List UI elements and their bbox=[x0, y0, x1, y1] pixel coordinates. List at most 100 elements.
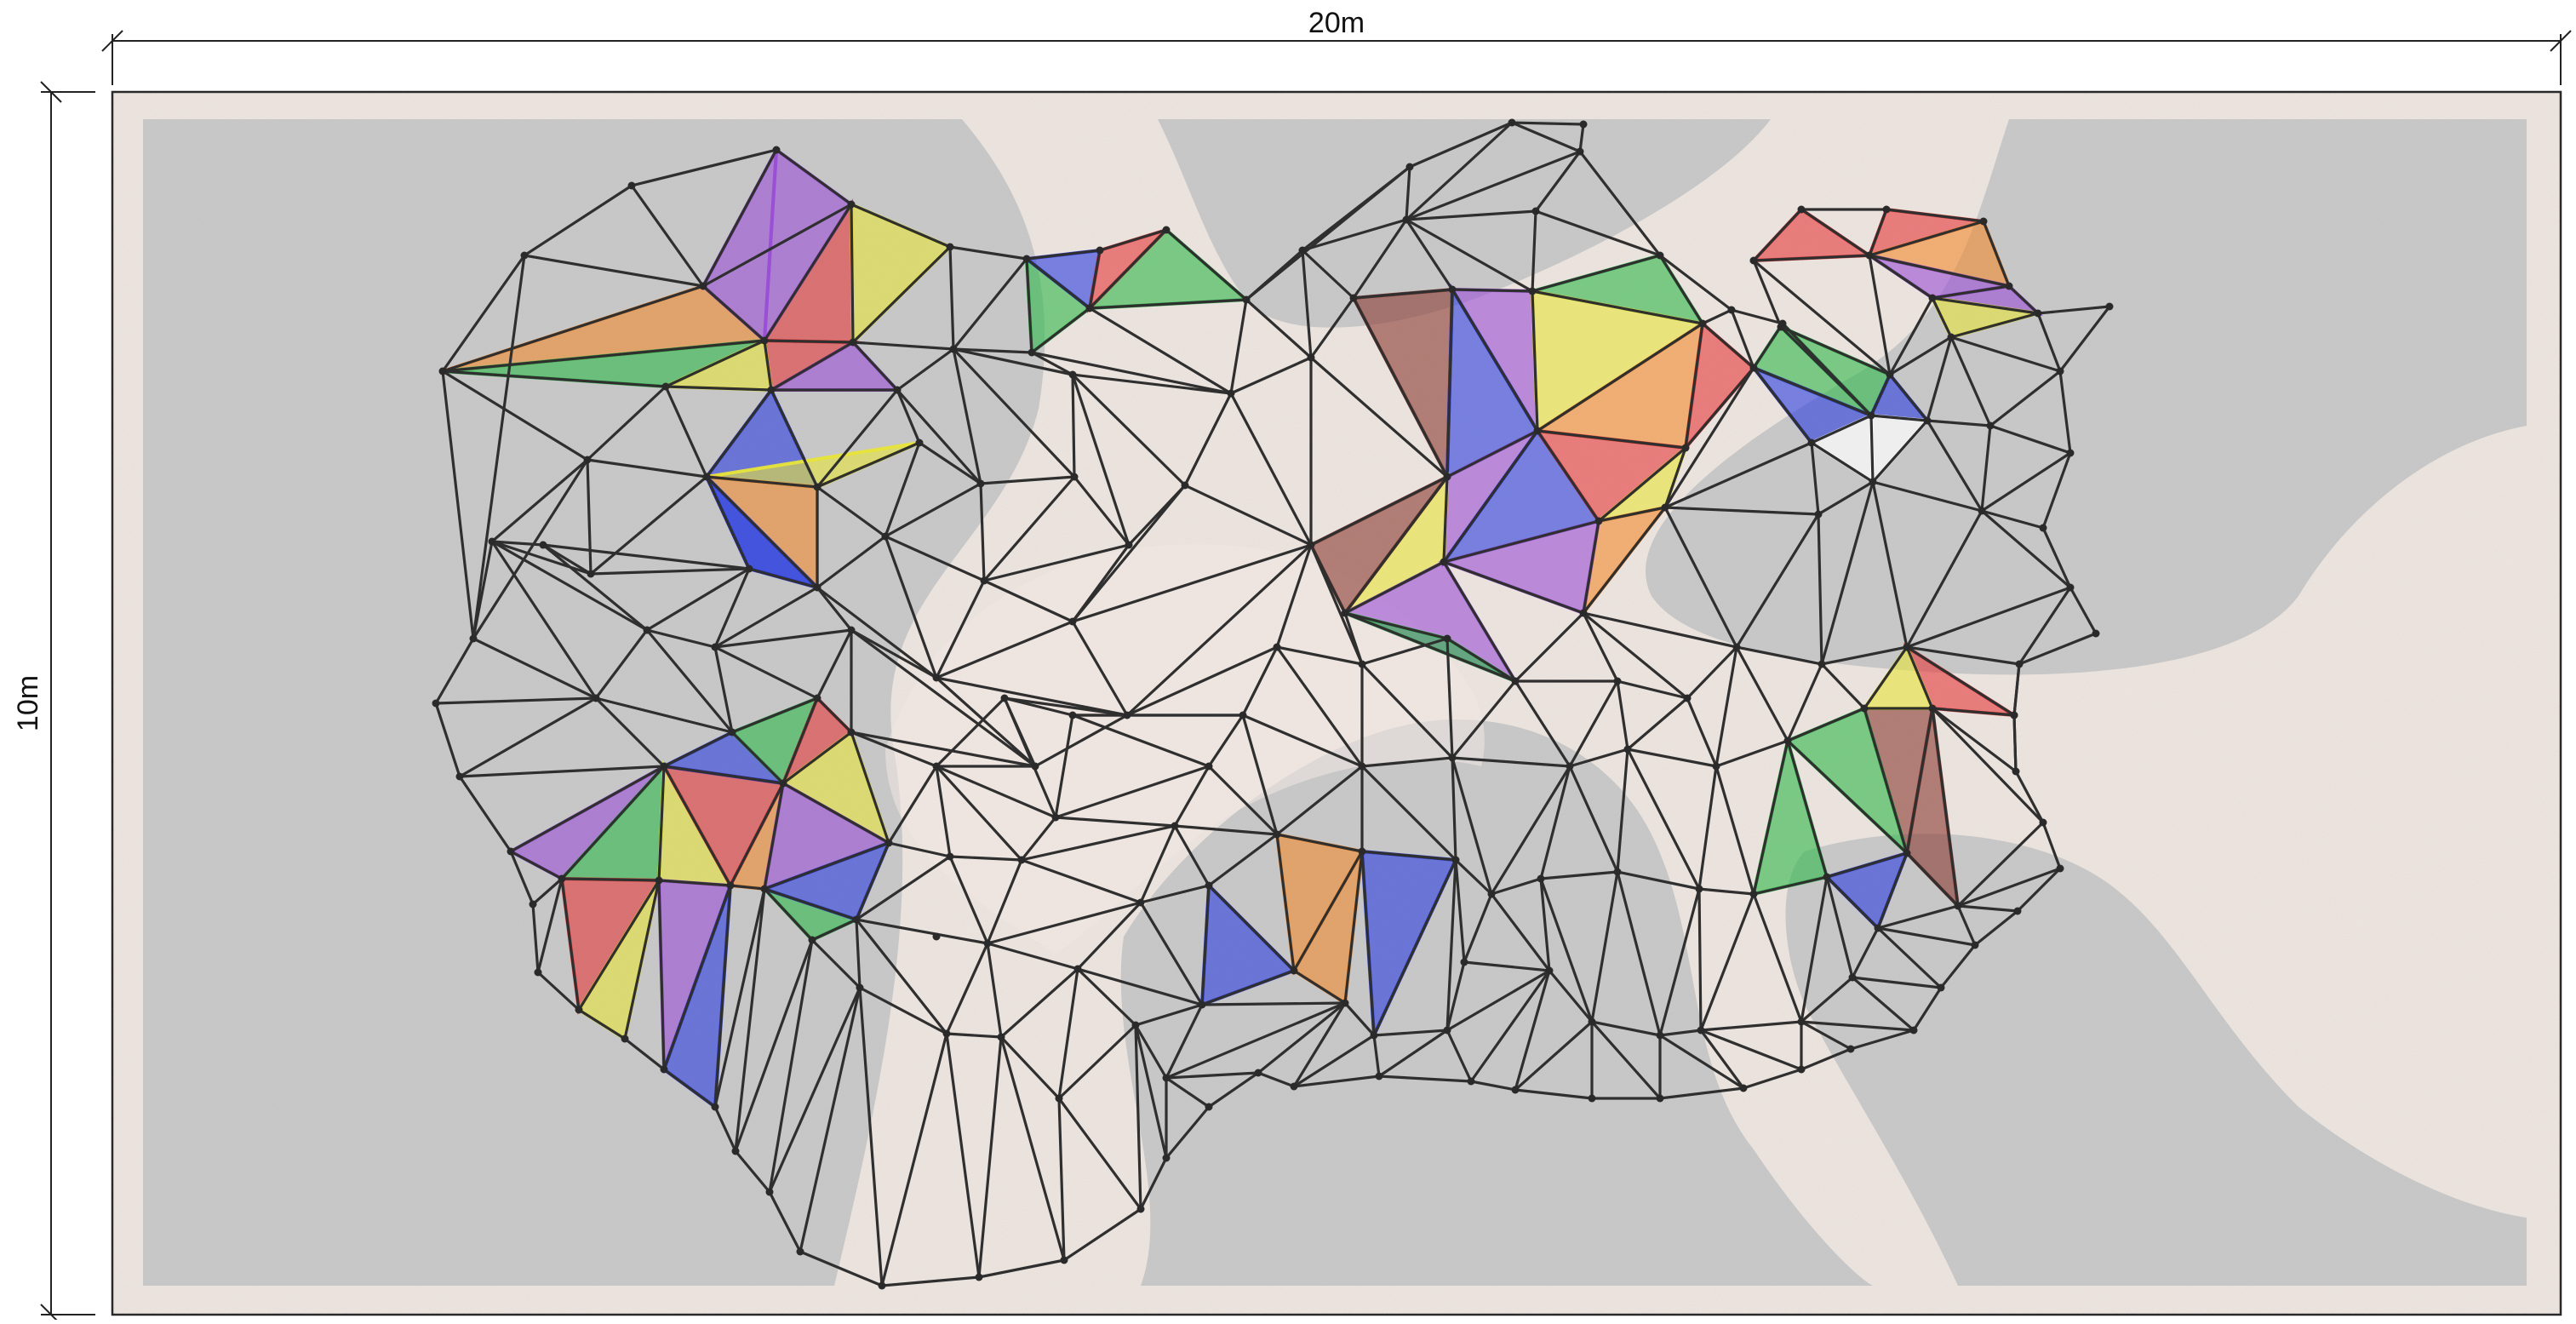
cable-edge bbox=[1949, 335, 2062, 373]
cable-node bbox=[1613, 868, 1622, 876]
width-label: 20m bbox=[1308, 7, 1365, 39]
cable-edge bbox=[472, 458, 589, 640]
cable-edge bbox=[1229, 356, 1313, 395]
cable-edge bbox=[730, 696, 819, 734]
cable-edge bbox=[1360, 765, 1457, 862]
cable-edge bbox=[945, 942, 989, 1035]
cable-node bbox=[558, 874, 566, 883]
width-dimension-slash-left bbox=[101, 30, 123, 52]
cable-edge bbox=[1658, 1029, 1703, 1037]
height-label: 10m bbox=[12, 675, 44, 731]
cable-node bbox=[813, 483, 821, 491]
cable-node bbox=[767, 386, 776, 394]
cable-node bbox=[728, 728, 736, 737]
cable-edge bbox=[1820, 645, 1909, 666]
cable-node bbox=[1254, 1069, 1262, 1077]
cable-node bbox=[1181, 481, 1189, 490]
cable-edge bbox=[1534, 150, 1582, 213]
cable-edge bbox=[1871, 480, 1984, 513]
cable-node bbox=[1807, 438, 1816, 447]
cable-edge bbox=[531, 877, 564, 906]
cable-edge bbox=[1125, 645, 1279, 717]
cable-edge bbox=[490, 458, 589, 543]
cable-edge bbox=[1088, 228, 1168, 310]
cable-edge bbox=[887, 765, 938, 845]
cable-node bbox=[1096, 246, 1104, 255]
cable-edge bbox=[1863, 645, 1909, 710]
cable-edge bbox=[1134, 1023, 1142, 1211]
cable-edge bbox=[2041, 821, 2062, 870]
cable-edge bbox=[1030, 307, 1091, 354]
cable-edge bbox=[2041, 451, 2072, 530]
cable-edge bbox=[662, 884, 732, 1071]
cable-edge bbox=[1033, 714, 1129, 768]
cable-edge bbox=[729, 782, 785, 887]
cable-node bbox=[1656, 1094, 1664, 1103]
cable-edge bbox=[1445, 288, 1454, 479]
cable-edge bbox=[1514, 1020, 1594, 1092]
cable-node bbox=[1579, 609, 1588, 617]
cable-edge bbox=[1301, 249, 1355, 300]
cable-edge bbox=[1003, 696, 1129, 717]
cable-edge bbox=[1582, 506, 1667, 615]
cable-edge bbox=[734, 887, 766, 1153]
cable-node bbox=[1443, 473, 1451, 481]
cable-edge bbox=[1292, 850, 1364, 972]
cable-edge bbox=[1442, 429, 1539, 564]
cable-node bbox=[1818, 660, 1826, 668]
cable-edge bbox=[1445, 637, 1517, 683]
cable-edge bbox=[1616, 870, 1701, 891]
cable-edge bbox=[1714, 765, 1755, 896]
cable-node bbox=[661, 382, 670, 391]
cable-edge bbox=[1309, 296, 1355, 359]
cable-edge bbox=[896, 347, 955, 392]
cable-edge bbox=[1454, 858, 1493, 896]
cable-edge bbox=[1697, 887, 1703, 1032]
cable-edge bbox=[586, 385, 667, 461]
cable-edge bbox=[816, 696, 853, 734]
cable-node bbox=[1623, 745, 1632, 754]
cable-edge bbox=[1451, 756, 1457, 862]
cable-edge bbox=[701, 284, 766, 342]
cable-edge bbox=[1779, 325, 1873, 417]
cable-edge bbox=[441, 284, 705, 373]
cable-edge bbox=[490, 540, 598, 700]
cable-edge bbox=[458, 696, 598, 778]
cable-edge bbox=[884, 535, 986, 582]
cable-node bbox=[1860, 704, 1869, 713]
cable-edge bbox=[952, 347, 982, 485]
cable-node bbox=[660, 762, 668, 771]
cable-edge bbox=[858, 986, 948, 1035]
cable-edge bbox=[1699, 892, 1755, 1032]
cable-edge bbox=[1309, 543, 1364, 666]
cable-edge bbox=[1442, 519, 1600, 564]
cable-edge bbox=[1309, 356, 1449, 479]
cable-edge bbox=[979, 482, 986, 582]
cable-edge bbox=[630, 148, 778, 187]
cable-edge bbox=[1684, 322, 1704, 450]
cable-edge bbox=[1849, 1029, 1915, 1051]
cable-node bbox=[699, 282, 707, 290]
cable-edge bbox=[1825, 875, 1880, 930]
cable-node bbox=[1358, 660, 1366, 668]
cable-edge bbox=[1926, 419, 1992, 427]
cable-edge bbox=[763, 339, 855, 344]
cable-edge bbox=[1905, 851, 1960, 908]
cable-edge bbox=[884, 441, 921, 538]
cable-edge bbox=[1183, 484, 1313, 547]
cable-edge bbox=[1851, 976, 1915, 1032]
cable-edge bbox=[986, 858, 1023, 945]
cable-edge bbox=[1616, 679, 1629, 751]
cable-edge bbox=[1405, 218, 1534, 293]
cable-edge bbox=[1245, 298, 1313, 359]
cable-edge bbox=[1275, 833, 1364, 853]
cable-edge bbox=[1445, 858, 1457, 1032]
cable-edge bbox=[1257, 1071, 1296, 1088]
cable-edge bbox=[1229, 298, 1248, 395]
cable-edge bbox=[560, 877, 581, 1012]
cable-edge bbox=[441, 370, 589, 461]
cable-edge bbox=[1752, 366, 1873, 417]
cable-edge bbox=[1275, 645, 1364, 666]
cable-edge bbox=[851, 341, 955, 351]
cable-edge bbox=[705, 475, 819, 589]
